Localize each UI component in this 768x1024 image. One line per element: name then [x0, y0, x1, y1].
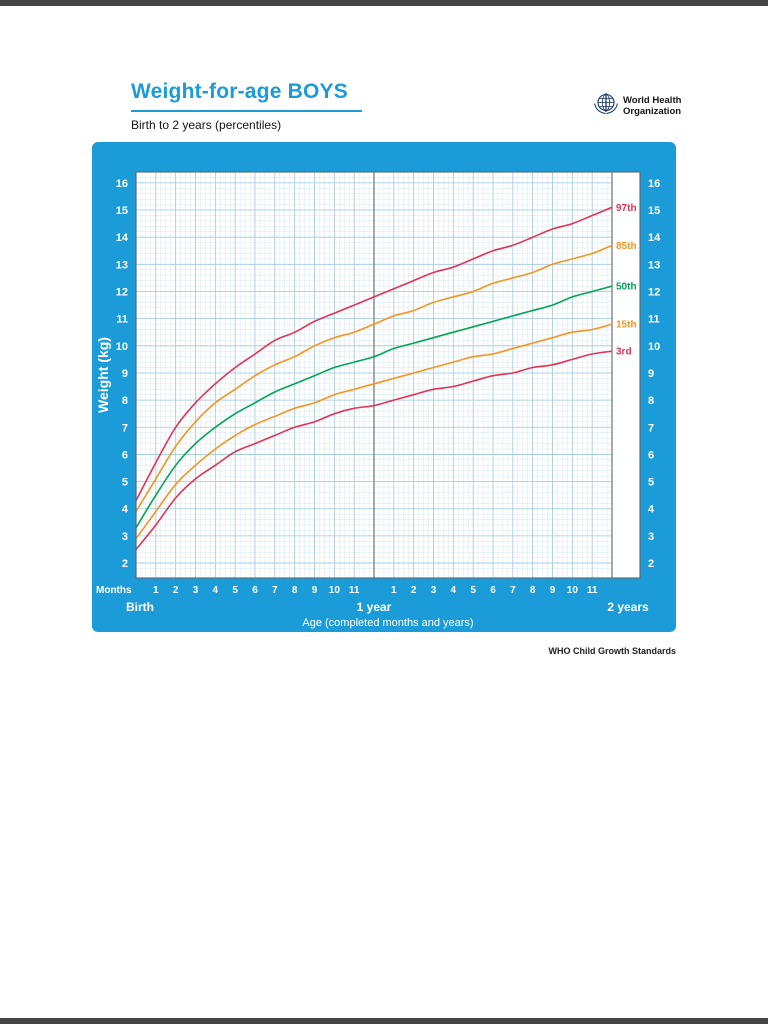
x-tick-month: 7 — [510, 585, 516, 596]
x-tick-month: 7 — [272, 585, 278, 596]
who-logo: World Health Organization — [592, 90, 681, 123]
x-tick-month: 1 — [153, 585, 159, 596]
page-edge-top — [0, 0, 768, 6]
plot-border — [135, 171, 641, 579]
x-tick-month: 5 — [232, 585, 238, 596]
y-tick-right: 5 — [648, 477, 654, 489]
curve-15th — [135, 323, 613, 540]
curve-label-15th: 15th — [616, 320, 637, 331]
y-axis-title: Weight (kg) — [95, 337, 111, 413]
y-tick-right: 6 — [648, 449, 654, 461]
y-tick-left: 2 — [122, 558, 128, 570]
y-tick-left: 15 — [116, 205, 128, 217]
x-tick-month: 4 — [451, 585, 457, 596]
plot-area — [136, 172, 640, 578]
x-tick-month: 2 — [411, 585, 417, 596]
curve-85th — [135, 244, 613, 512]
growth-chart-panel: 97th 85th 50th 15th 3rd 2 2 3 3 4 4 5 5 6 6 7 7 8 8 9 9 10 10 1… — [92, 142, 676, 632]
page-title: Weight-for-age BOYS — [131, 80, 348, 103]
x-tick-month: 10 — [329, 585, 341, 596]
y-tick-right: 10 — [648, 341, 660, 353]
y-tick-right: 11 — [648, 314, 660, 326]
y-tick-right: 12 — [648, 286, 660, 298]
x-tick-month: 6 — [252, 585, 258, 596]
y-tick-right: 3 — [648, 531, 654, 543]
x-tick-month: 8 — [292, 585, 298, 596]
x-tick-month: 6 — [490, 585, 496, 596]
percentile-curves — [135, 206, 613, 551]
curve-50th — [135, 285, 613, 529]
x-tick-month: 5 — [470, 585, 476, 596]
y-tick-left: 11 — [116, 314, 128, 326]
y-tick-right: 8 — [648, 395, 654, 407]
x-axis-title: Age (completed months and years) — [302, 617, 473, 629]
y-tick-left: 7 — [122, 422, 128, 434]
x-tick-month: 11 — [587, 585, 598, 596]
x-tick-month: 9 — [550, 585, 556, 596]
y-tick-left: 6 — [122, 449, 128, 461]
title-underline — [131, 110, 362, 112]
who-logo-icon — [592, 90, 620, 123]
y-tick-left: 14 — [116, 232, 129, 244]
curve-3rd — [135, 350, 613, 551]
y-tick-left: 12 — [116, 286, 128, 298]
curve-label-97th: 97th — [616, 203, 637, 214]
x-section-label: 2 years — [607, 600, 649, 614]
x-tick-month: 11 — [349, 585, 360, 596]
curve-label-50th: 50th — [616, 282, 637, 293]
x-section-label: 1 year — [357, 600, 392, 614]
y-tick-right: 9 — [648, 368, 654, 380]
who-logo-line1: World Health — [623, 94, 682, 106]
y-tick-left: 13 — [116, 259, 128, 271]
y-tick-left: 3 — [122, 531, 128, 543]
y-tick-left: 5 — [122, 477, 128, 489]
curve-label-3rd: 3rd — [616, 347, 632, 358]
x-tick-month: 3 — [431, 585, 437, 596]
x-tick-month: 9 — [312, 585, 318, 596]
curve-97th — [135, 206, 613, 501]
y-tick-right: 7 — [648, 422, 654, 434]
percentile-labels: 97th 85th 50th 15th 3rd — [616, 203, 637, 358]
page-edge-bottom — [0, 1018, 768, 1024]
grid — [135, 172, 613, 578]
x-unit-label: Months — [96, 585, 132, 596]
y-tick-left: 9 — [122, 368, 128, 380]
y-tick-left: 16 — [116, 178, 128, 190]
y-tick-left: 4 — [122, 504, 129, 516]
y-tick-right: 4 — [648, 504, 655, 516]
footer-credit: WHO Child Growth Standards — [548, 646, 677, 656]
page-subtitle: Birth to 2 years (percentiles) — [131, 118, 282, 132]
x-section-label: Birth — [126, 600, 154, 614]
y-tick-right: 15 — [648, 205, 660, 217]
curve-label-85th: 85th — [616, 241, 637, 252]
who-logo-text: World Health Organization — [623, 94, 682, 117]
x-tick-month: 4 — [213, 585, 219, 596]
y-tick-right: 2 — [648, 558, 654, 570]
x-tick-month: 10 — [567, 585, 579, 596]
y-tick-left: 10 — [116, 341, 128, 353]
x-tick-month: 8 — [530, 585, 536, 596]
x-tick-month: 1 — [391, 585, 397, 596]
x-tick-month: 2 — [173, 585, 179, 596]
x-tick-month: 3 — [193, 585, 199, 596]
y-tick-right: 13 — [648, 259, 660, 271]
y-tick-right: 16 — [648, 178, 660, 190]
weight-for-age-chart: 97th 85th 50th 15th 3rd 2 2 3 3 4 4 5 5 6 6 7 7 8 8 9 9 10 10 1… — [95, 171, 661, 629]
who-logo-line2: Organization — [623, 105, 682, 117]
y-tick-left: 8 — [122, 395, 128, 407]
y-tick-right: 14 — [648, 232, 661, 244]
